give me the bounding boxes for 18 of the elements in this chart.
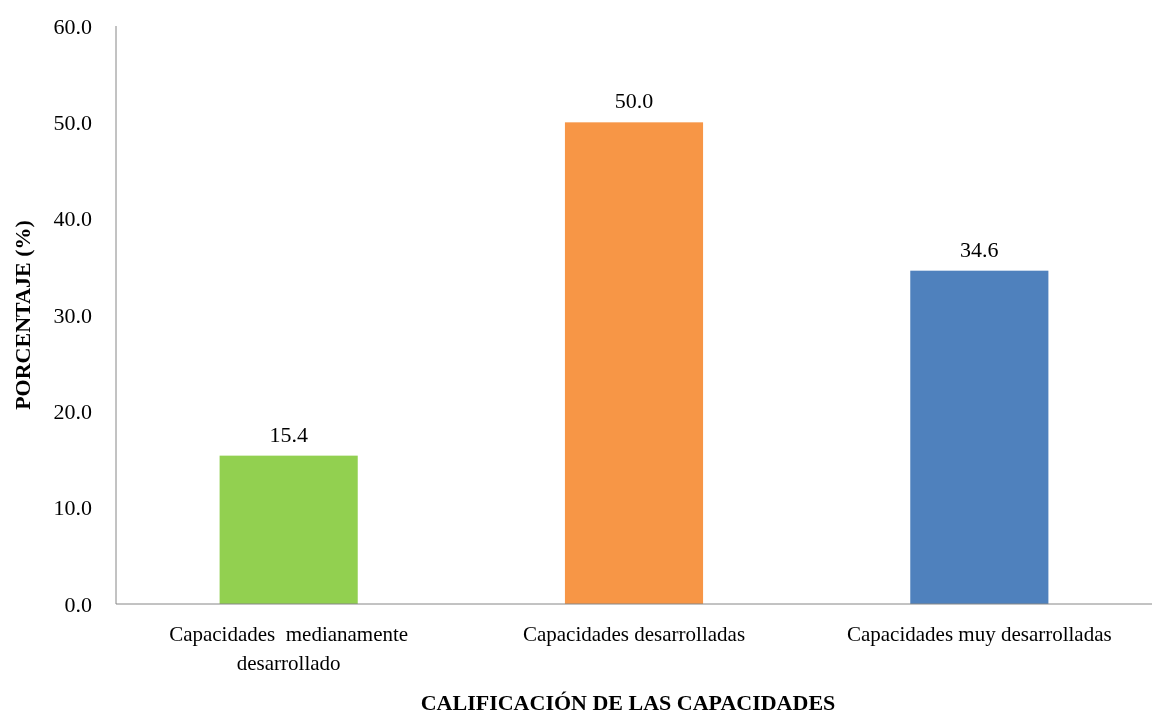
y-tick-label: 30.0 xyxy=(53,302,92,328)
x-tick-label: Capacidades desarrolladas xyxy=(522,622,746,646)
y-tick-label: 40.0 xyxy=(53,206,92,232)
x-tick-label: Capacidades medianamente desarrollado xyxy=(169,622,409,675)
bar xyxy=(564,122,704,604)
y-axis-title: PORCENTAJE (%) xyxy=(10,220,35,410)
x-tick-label: Capacidades muy desarrolladas xyxy=(846,622,1112,646)
bar xyxy=(219,455,358,604)
y-tick-label: 50.0 xyxy=(53,110,92,136)
bar xyxy=(910,270,1049,604)
y-tick-label: 0.0 xyxy=(64,591,92,617)
y-tick-label: 20.0 xyxy=(53,399,92,425)
y-tick-label: 10.0 xyxy=(53,495,92,521)
x-axis-title: CALIFICACIÓN DE LAS CAPACIDADES xyxy=(420,690,836,715)
data-label: 50.0 xyxy=(614,88,654,114)
data-label: 34.6 xyxy=(960,236,999,262)
data-label: 15.4 xyxy=(269,421,308,447)
y-tick-label: 60.0 xyxy=(53,13,92,39)
